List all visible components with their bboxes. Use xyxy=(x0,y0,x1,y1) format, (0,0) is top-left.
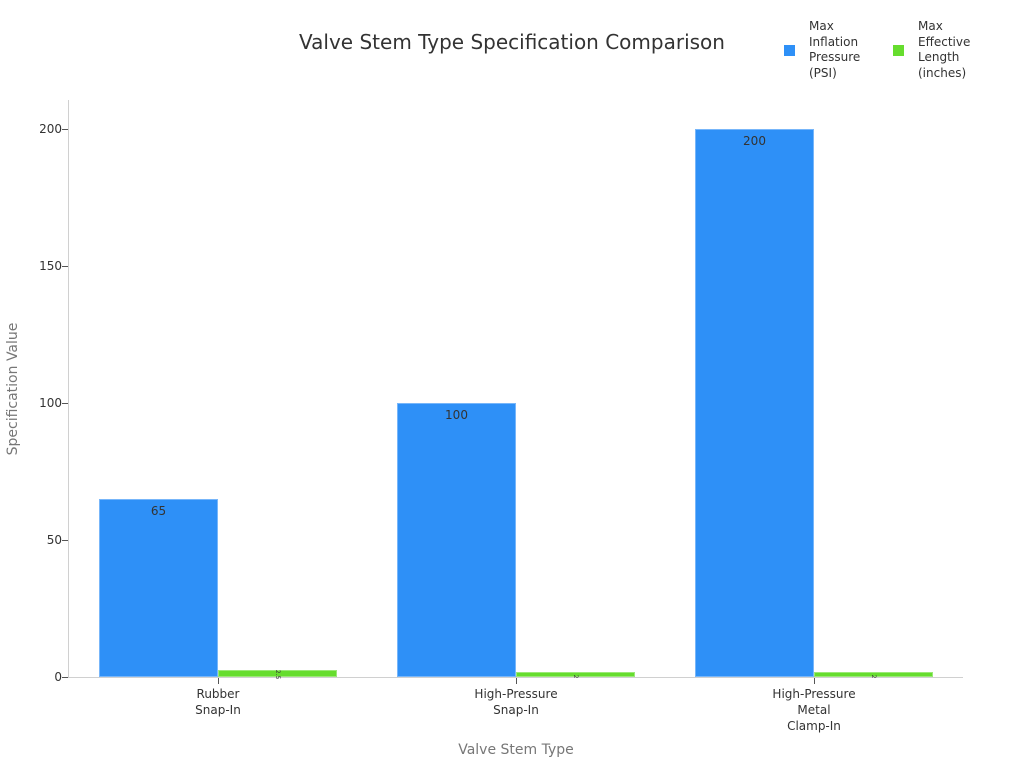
y-tick xyxy=(62,403,68,404)
y-tick-label: 200 xyxy=(39,122,62,136)
bar-pressure[interactable]: 65 xyxy=(99,498,218,677)
bar-length[interactable]: 2.5 xyxy=(218,670,337,679)
legend-swatch-length xyxy=(893,44,904,56)
legend-item-length[interactable]: Max Effective Length (inches) xyxy=(893,19,988,81)
bar-pressure[interactable]: 100 xyxy=(397,403,516,677)
bar-length[interactable]: 2 xyxy=(814,671,933,678)
y-tick-label: 150 xyxy=(39,259,62,273)
bar-value-label: 200 xyxy=(743,134,766,148)
y-tick-label: 100 xyxy=(39,396,62,410)
bar-length[interactable]: 2 xyxy=(516,671,635,678)
legend: Max Inflation Pressure (PSI) Max Effecti… xyxy=(784,19,988,81)
y-tick-label: 50 xyxy=(46,533,62,547)
bar-pressure[interactable]: 200 xyxy=(695,129,814,677)
bar-value-label: 65 xyxy=(150,503,167,518)
x-tick xyxy=(814,678,815,684)
y-axis-title: Specification Value xyxy=(5,322,21,456)
legend-swatch-pressure xyxy=(784,44,795,56)
x-tick-label: High-Pressure Snap-In xyxy=(474,687,558,717)
legend-item-pressure[interactable]: Max Inflation Pressure (PSI) xyxy=(784,19,879,81)
x-tick xyxy=(516,678,517,684)
chart-title: Valve Stem Type Specification Comparison xyxy=(0,30,1024,54)
y-tick xyxy=(62,677,68,678)
x-tick xyxy=(218,678,219,684)
y-tick-label: 0 xyxy=(54,670,62,684)
y-tick xyxy=(62,129,68,130)
y-axis-line xyxy=(68,100,69,677)
legend-label-length: Max Effective Length (inches) xyxy=(918,19,971,80)
legend-label-pressure: Max Inflation Pressure (PSI) xyxy=(809,19,861,80)
y-tick xyxy=(62,266,68,267)
x-axis-line xyxy=(68,677,963,678)
y-tick xyxy=(62,540,68,541)
bar-value-label: 100 xyxy=(445,408,468,422)
x-tick-label: High-Pressure Metal Clamp-In xyxy=(772,687,856,733)
x-tick-label: Rubber Snap-In xyxy=(195,687,241,717)
chart-title-text: Valve Stem Type Specification Comparison xyxy=(299,30,725,54)
x-axis-title: Valve Stem Type xyxy=(458,742,574,758)
